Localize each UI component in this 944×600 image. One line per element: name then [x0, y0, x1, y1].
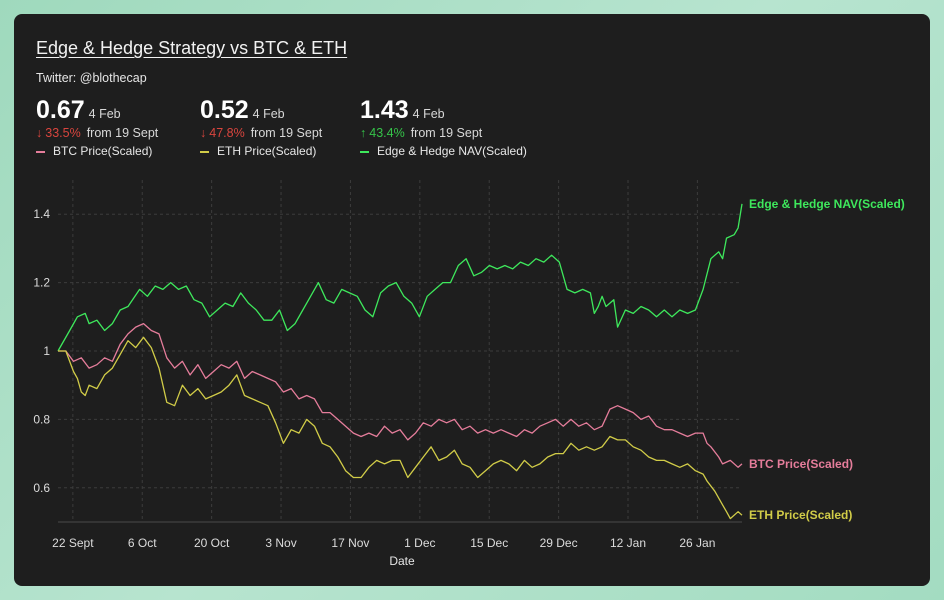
nav-legend-label: Edge & Hedge NAV(Scaled): [377, 144, 527, 158]
x-tick-label: 15 Dec: [470, 536, 508, 550]
y-tick-label: 0.8: [33, 412, 50, 426]
chart-card: Edge & Hedge Strategy vs BTC & ETH Twitt…: [14, 14, 930, 586]
series-end-label-2: ETH Price(Scaled): [749, 508, 852, 522]
eth-from: from 19 Sept: [250, 126, 323, 140]
x-tick-label: 17 Nov: [331, 536, 369, 550]
btc-value: 0.67: [36, 96, 85, 124]
eth-stat: 0.52 4 Feb ↓ 47.8% from 19 Sept ETH Price(S…: [200, 96, 322, 158]
eth-legend-swatch: [200, 150, 209, 153]
nav-change: 43.4%: [369, 126, 405, 140]
series-line-0: [57, 203, 743, 352]
x-tick-label: 6 Oct: [128, 536, 157, 550]
eth-change: 47.8%: [209, 126, 245, 140]
arrow-down-icon: ↓: [200, 126, 207, 140]
arrow-up-icon: ↑: [360, 126, 367, 140]
eth-date: 4 Feb: [252, 107, 285, 121]
x-tick-label: 1 Dec: [404, 536, 435, 550]
series-line-2: [58, 336, 743, 520]
eth-legend-label: ETH Price(Scaled): [217, 144, 317, 158]
nav-value: 1.43: [360, 96, 409, 124]
btc-from: from 19 Sept: [86, 126, 159, 140]
y-tick-label: 0.6: [33, 481, 50, 495]
y-tick-label: 1.4: [33, 207, 50, 221]
page-title[interactable]: Edge & Hedge Strategy vs BTC & ETH: [36, 38, 348, 58]
eth-value: 0.52: [200, 96, 249, 124]
line-chart[interactable]: 0.6 0.8 1 1.2 1.4 22 Sept 6 Oct 20 Oct 3 Nov 17 N…: [14, 14, 930, 586]
y-tick-label: 1.2: [33, 276, 50, 290]
nav-legend-swatch: [360, 150, 369, 153]
twitter-handle: Twitter: @blothecap: [36, 71, 147, 85]
nav-stat: 1.43 4 Feb ↑ 43.4% from 19 Sept Edge & Hedg…: [360, 96, 527, 158]
x-tick-label: 26 Jan: [679, 536, 715, 550]
btc-date: 4 Feb: [88, 107, 121, 121]
x-tick-label: 22 Sept: [52, 536, 94, 550]
x-axis-label: Date: [389, 554, 415, 568]
series-line-1: [58, 322, 743, 468]
nav-date: 4 Feb: [412, 107, 445, 121]
btc-legend-swatch: [36, 150, 45, 153]
y-tick-label: 1: [43, 344, 50, 358]
arrow-down-icon: ↓: [36, 126, 43, 140]
x-tick-label: 12 Jan: [610, 536, 646, 550]
series-end-label-1: BTC Price(Scaled): [749, 457, 853, 471]
x-tick-label: 20 Oct: [194, 536, 230, 550]
btc-stat: 0.67 4 Feb ↓ 33.5% from 19 Sept BTC Price(S…: [36, 96, 158, 158]
nav-from: from 19 Sept: [410, 126, 483, 140]
series-end-label-0: Edge & Hedge NAV(Scaled): [749, 197, 905, 211]
x-tick-label: 3 Nov: [265, 536, 296, 550]
btc-change: 33.5%: [45, 126, 81, 140]
btc-legend-label: BTC Price(Scaled): [53, 144, 153, 158]
x-tick-label: 29 Dec: [540, 536, 578, 550]
